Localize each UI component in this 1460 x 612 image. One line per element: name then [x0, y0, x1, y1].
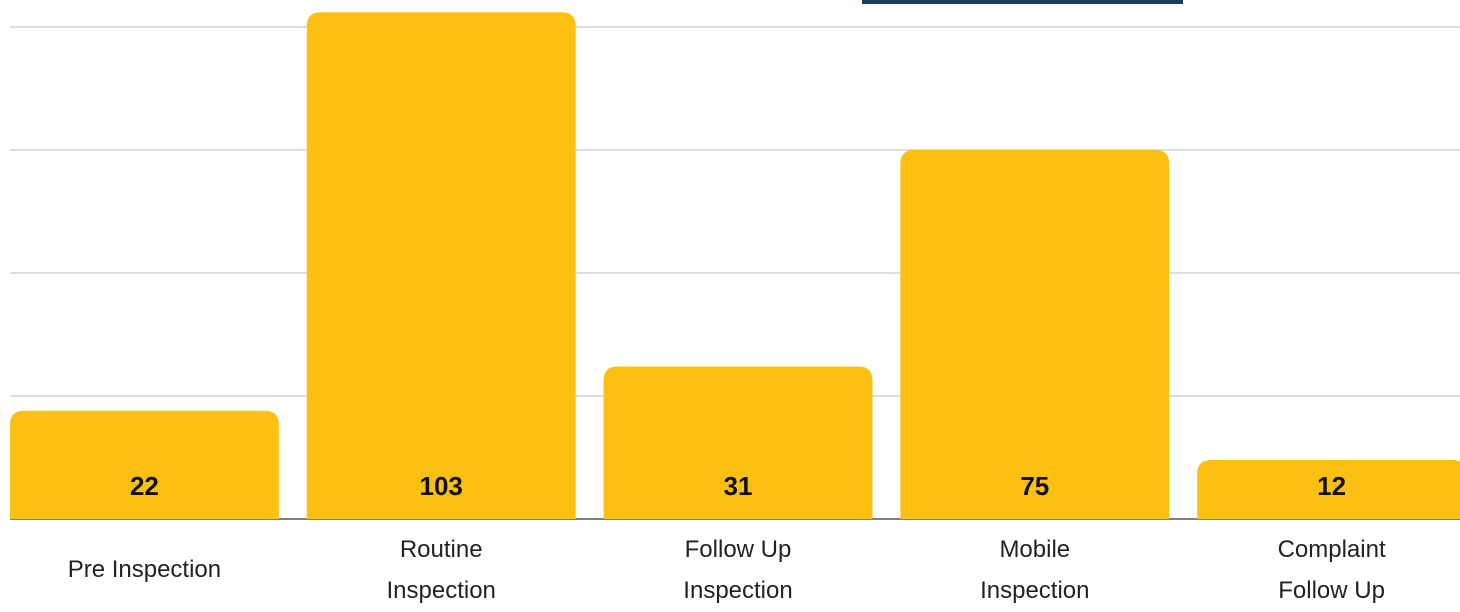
- label-line: Inspection: [386, 577, 495, 604]
- label-line: Complaint: [1278, 536, 1386, 563]
- x-tick-label: Mobile Inspection: [980, 536, 1089, 604]
- x-tick-label: Routine Inspection: [386, 536, 495, 604]
- value-label: 31: [724, 471, 753, 501]
- x-tick-label: Pre Inspection: [68, 556, 221, 583]
- value-label: 22: [130, 471, 159, 501]
- x-tick-label: Follow Up Inspection: [683, 536, 792, 604]
- value-label: 103: [420, 471, 463, 501]
- bar: [900, 150, 1170, 519]
- x-tick-label: Complaint Follow Up: [1278, 536, 1386, 604]
- bar: [1197, 459, 1460, 519]
- label-line: Follow Up: [1278, 577, 1385, 604]
- label-line: Routine: [400, 536, 483, 563]
- label-line: Mobile: [999, 536, 1070, 563]
- bar: [9, 410, 279, 519]
- value-label: 12: [1317, 471, 1346, 501]
- label-line: Inspection: [683, 577, 792, 604]
- value-label: 75: [1020, 471, 1049, 501]
- bar: [306, 12, 576, 520]
- label-line: Follow Up: [685, 536, 792, 563]
- header-fragment: [862, 0, 1183, 4]
- bar: [603, 366, 873, 519]
- label-line: Pre Inspection: [68, 556, 221, 583]
- label-line: Inspection: [980, 577, 1089, 604]
